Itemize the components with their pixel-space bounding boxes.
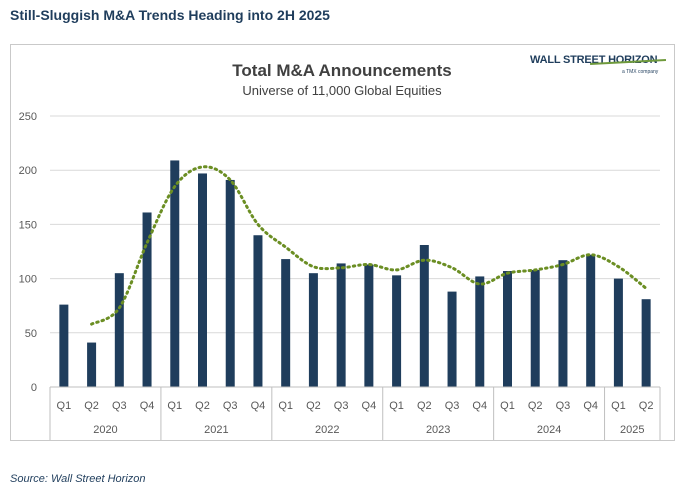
logo-tagline: a TMX company — [622, 69, 659, 75]
x-tick-label: Q3 — [223, 400, 238, 412]
bar — [613, 278, 623, 387]
year-group-label: 2020 — [93, 424, 117, 436]
year-group-label: 2025 — [620, 424, 644, 436]
x-tick-label: Q4 — [140, 400, 155, 412]
bar — [253, 235, 263, 387]
x-tick-label: Q2 — [417, 400, 432, 412]
year-group-label: 2021 — [204, 424, 228, 436]
bar — [308, 273, 318, 387]
bar — [87, 342, 97, 387]
y-tick-label: 250 — [19, 111, 37, 123]
bar — [364, 264, 374, 387]
page-title: Still-Sluggish M&A Trends Heading into 2… — [10, 7, 330, 23]
bar — [447, 291, 457, 387]
x-tick-label: Q3 — [556, 400, 571, 412]
x-tick-label: Q4 — [362, 400, 377, 412]
bar — [586, 254, 596, 387]
x-tick-label: Q1 — [278, 400, 293, 412]
bar — [419, 244, 429, 387]
y-tick-label: 150 — [19, 219, 37, 231]
x-tick-label: Q4 — [251, 400, 266, 412]
bar — [641, 299, 651, 387]
year-group-label: 2022 — [315, 424, 339, 436]
gridlines — [50, 115, 660, 334]
x-tick-label: Q2 — [306, 400, 321, 412]
bar — [558, 260, 568, 387]
x-tick-label: Q3 — [445, 400, 460, 412]
chart-title: Total M&A Announcements — [232, 61, 451, 80]
trend-path — [90, 165, 648, 326]
x-tick-label: Q2 — [195, 400, 210, 412]
y-tick-label: 50 — [25, 328, 37, 340]
x-tick-label: Q2 — [639, 400, 654, 412]
y-axis-ticks: 0 50 100 150 200 250 — [19, 111, 37, 394]
bar — [170, 160, 180, 387]
bar — [114, 273, 124, 387]
bars — [59, 160, 651, 387]
bar — [225, 179, 235, 387]
x-tick-label: Q3 — [112, 400, 127, 412]
bar — [281, 259, 291, 387]
bar — [475, 276, 485, 387]
x-tick-label: Q1 — [500, 400, 515, 412]
year-group-label: 2023 — [426, 424, 450, 436]
logo-wordmark: WALL STREET HORIZON — [530, 54, 658, 66]
x-tick-label: Q2 — [84, 400, 99, 412]
source-note: Source: Wall Street Horizon — [10, 473, 146, 485]
year-group-label: 2024 — [537, 424, 561, 436]
bar — [142, 212, 152, 387]
x-tick-label: Q1 — [167, 400, 182, 412]
x-tick-label: Q1 — [389, 400, 404, 412]
bar — [392, 275, 402, 387]
x-tick-label: Q1 — [57, 400, 72, 412]
y-tick-label: 200 — [19, 165, 37, 177]
bar — [530, 269, 540, 387]
x-tick-label: Q1 — [611, 400, 626, 412]
x-tick-label: Q2 — [528, 400, 543, 412]
bar — [59, 304, 69, 387]
trend-line — [90, 165, 648, 326]
bar — [336, 263, 346, 387]
chart-subtitle: Universe of 11,000 Global Equities — [242, 83, 442, 98]
bar — [198, 173, 207, 387]
y-tick-label: 0 — [31, 382, 37, 394]
x-tick-label: Q3 — [334, 400, 349, 412]
bar — [503, 271, 512, 387]
x-axis: Q1 Q2 Q3 Q4 Q1 Q2 Q3 Q4 Q1 Q2 Q3 Q4 Q1 Q2 Q3 Q4 Q1 Q2 Q3 Q4… — [49, 386, 661, 440]
x-tick-label: Q4 — [472, 400, 487, 412]
x-tick-label: Q4 — [583, 400, 598, 412]
y-tick-label: 100 — [19, 274, 37, 286]
wall-street-horizon-logo: WALL STREET HORIZON a TMX company — [530, 54, 670, 84]
